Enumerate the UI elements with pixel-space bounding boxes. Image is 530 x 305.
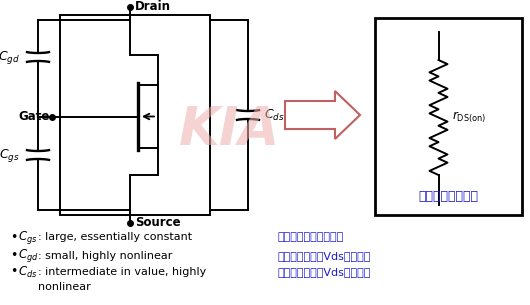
Polygon shape [285, 91, 360, 139]
Text: $r_{\mathregular{DS(on)}}$: $r_{\mathregular{DS(on)}}$ [453, 110, 487, 125]
Text: •: • [10, 265, 17, 278]
Bar [375, 18, 522, 215]
Text: $C_{gd}$: $C_{gd}$ [18, 247, 39, 264]
Text: Source: Source [135, 217, 181, 229]
Text: （强非线性，是Vds的函数）: （强非线性，是Vds的函数） [278, 267, 372, 277]
Text: $C_{gd}$: $C_{gd}$ [0, 48, 20, 66]
Text: : large, essentially constant: : large, essentially constant [38, 232, 192, 242]
Text: Gate: Gate [19, 110, 50, 123]
Text: Drain: Drain [135, 1, 171, 13]
Text: 导通后等效为电阵: 导通后等效为电阵 [419, 191, 479, 203]
Bar [60, 15, 210, 215]
Text: •: • [10, 231, 17, 243]
Text: KIA: KIA [179, 104, 281, 156]
Text: : intermediate in value, highly: : intermediate in value, highly [38, 267, 206, 277]
Text: •: • [10, 249, 17, 263]
Text: （常数值，基本不变）: （常数值，基本不变） [278, 232, 344, 242]
Text: $C_{gs}$: $C_{gs}$ [0, 146, 20, 163]
Text: $C_{gs}$: $C_{gs}$ [18, 228, 38, 246]
Text: nonlinear: nonlinear [38, 282, 91, 292]
Text: : small, highly nonlinear: : small, highly nonlinear [38, 251, 172, 261]
Text: $C_{ds}$: $C_{ds}$ [18, 264, 38, 280]
Text: $C_{ds}$: $C_{ds}$ [264, 107, 285, 123]
Text: （强非线性，是Vds的函数）: （强非线性，是Vds的函数） [278, 251, 372, 261]
